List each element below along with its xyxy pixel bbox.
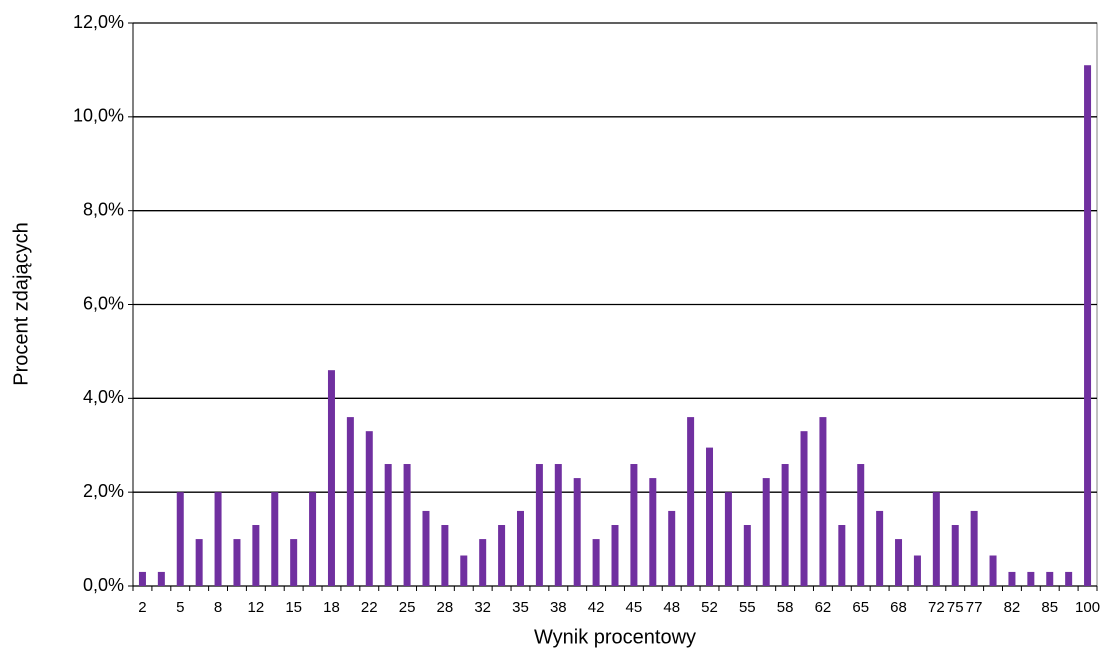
bar xyxy=(365,431,373,586)
x-tick-label: 5 xyxy=(176,599,184,616)
bar xyxy=(706,447,714,586)
x-tick-label: 48 xyxy=(663,599,680,616)
bar xyxy=(592,539,600,586)
bar xyxy=(876,510,884,586)
bar xyxy=(913,555,921,586)
bar xyxy=(800,431,808,586)
bar xyxy=(195,539,203,586)
bar xyxy=(554,464,562,586)
bar xyxy=(895,539,903,586)
bar xyxy=(422,510,430,586)
x-tick-label: 32 xyxy=(474,599,491,616)
bar xyxy=(630,464,638,586)
bar xyxy=(762,478,770,586)
bar xyxy=(271,492,279,586)
bar xyxy=(327,370,335,586)
bar xyxy=(724,492,732,586)
bar xyxy=(970,510,978,586)
bar xyxy=(819,417,827,586)
bar xyxy=(233,539,241,586)
y-tick-label: 6,0% xyxy=(83,293,124,313)
bar xyxy=(781,464,789,586)
x-tick-label: 18 xyxy=(323,599,340,616)
x-tick-label: 72 xyxy=(928,599,945,616)
y-tick-label: 10,0% xyxy=(73,106,124,126)
y-tick-label: 8,0% xyxy=(83,199,124,219)
x-tick-label: 38 xyxy=(550,599,567,616)
x-tick-label: 15 xyxy=(285,599,302,616)
x-tick-label: 52 xyxy=(701,599,718,616)
bar xyxy=(384,464,392,586)
bar xyxy=(157,571,165,586)
x-tick-label: 25 xyxy=(399,599,416,616)
bar xyxy=(403,464,411,586)
bar xyxy=(138,571,146,586)
bar xyxy=(838,525,846,586)
bar xyxy=(441,525,449,586)
x-tick-label: 28 xyxy=(437,599,454,616)
bar xyxy=(479,539,487,586)
x-tick-label: 42 xyxy=(588,599,605,616)
bar xyxy=(309,492,317,586)
x-tick-label: 100 xyxy=(1075,599,1100,616)
bar xyxy=(857,464,865,586)
bar xyxy=(668,510,676,586)
x-tick-label: 68 xyxy=(890,599,907,616)
x-tick-label: 85 xyxy=(1041,599,1058,616)
bar xyxy=(611,525,619,586)
x-tick-label: 77 xyxy=(966,599,983,616)
x-tick-label: 75 xyxy=(947,599,964,616)
x-tick-label: 45 xyxy=(626,599,643,616)
y-tick-label: 12,0% xyxy=(73,12,124,32)
x-tick-label: 22 xyxy=(361,599,378,616)
bar xyxy=(516,510,524,586)
x-tick-label: 58 xyxy=(777,599,794,616)
bar xyxy=(743,525,751,586)
bar xyxy=(214,492,222,586)
bar xyxy=(951,525,959,586)
y-tick-label: 0,0% xyxy=(83,575,124,595)
x-tick-label: 35 xyxy=(512,599,529,616)
bar xyxy=(1065,571,1073,586)
x-tick-label: 2 xyxy=(138,599,146,616)
bar xyxy=(932,492,940,586)
bar xyxy=(252,525,260,586)
y-axis-title: Procent zdających xyxy=(10,222,32,385)
bar xyxy=(687,417,695,586)
bar xyxy=(989,555,997,586)
bar xyxy=(1084,65,1092,587)
bar xyxy=(573,478,581,586)
y-tick-label: 4,0% xyxy=(83,387,124,407)
bar xyxy=(290,539,298,586)
bar xyxy=(535,464,543,586)
y-tick-label: 2,0% xyxy=(83,481,124,501)
bar xyxy=(176,492,184,586)
x-tick-label: 82 xyxy=(1004,599,1021,616)
bar xyxy=(1046,571,1054,586)
x-tick-label: 8 xyxy=(214,599,222,616)
bar xyxy=(1008,571,1016,586)
bar xyxy=(346,417,354,586)
bar xyxy=(498,525,506,586)
x-tick-label: 65 xyxy=(852,599,869,616)
bar xyxy=(460,555,468,586)
x-tick-label: 12 xyxy=(248,599,265,616)
x-axis-title: Wynik procentowy xyxy=(534,626,696,648)
x-tick-label: 55 xyxy=(739,599,756,616)
bar xyxy=(649,478,657,586)
x-tick-label: 62 xyxy=(815,599,832,616)
bar xyxy=(1027,571,1035,586)
